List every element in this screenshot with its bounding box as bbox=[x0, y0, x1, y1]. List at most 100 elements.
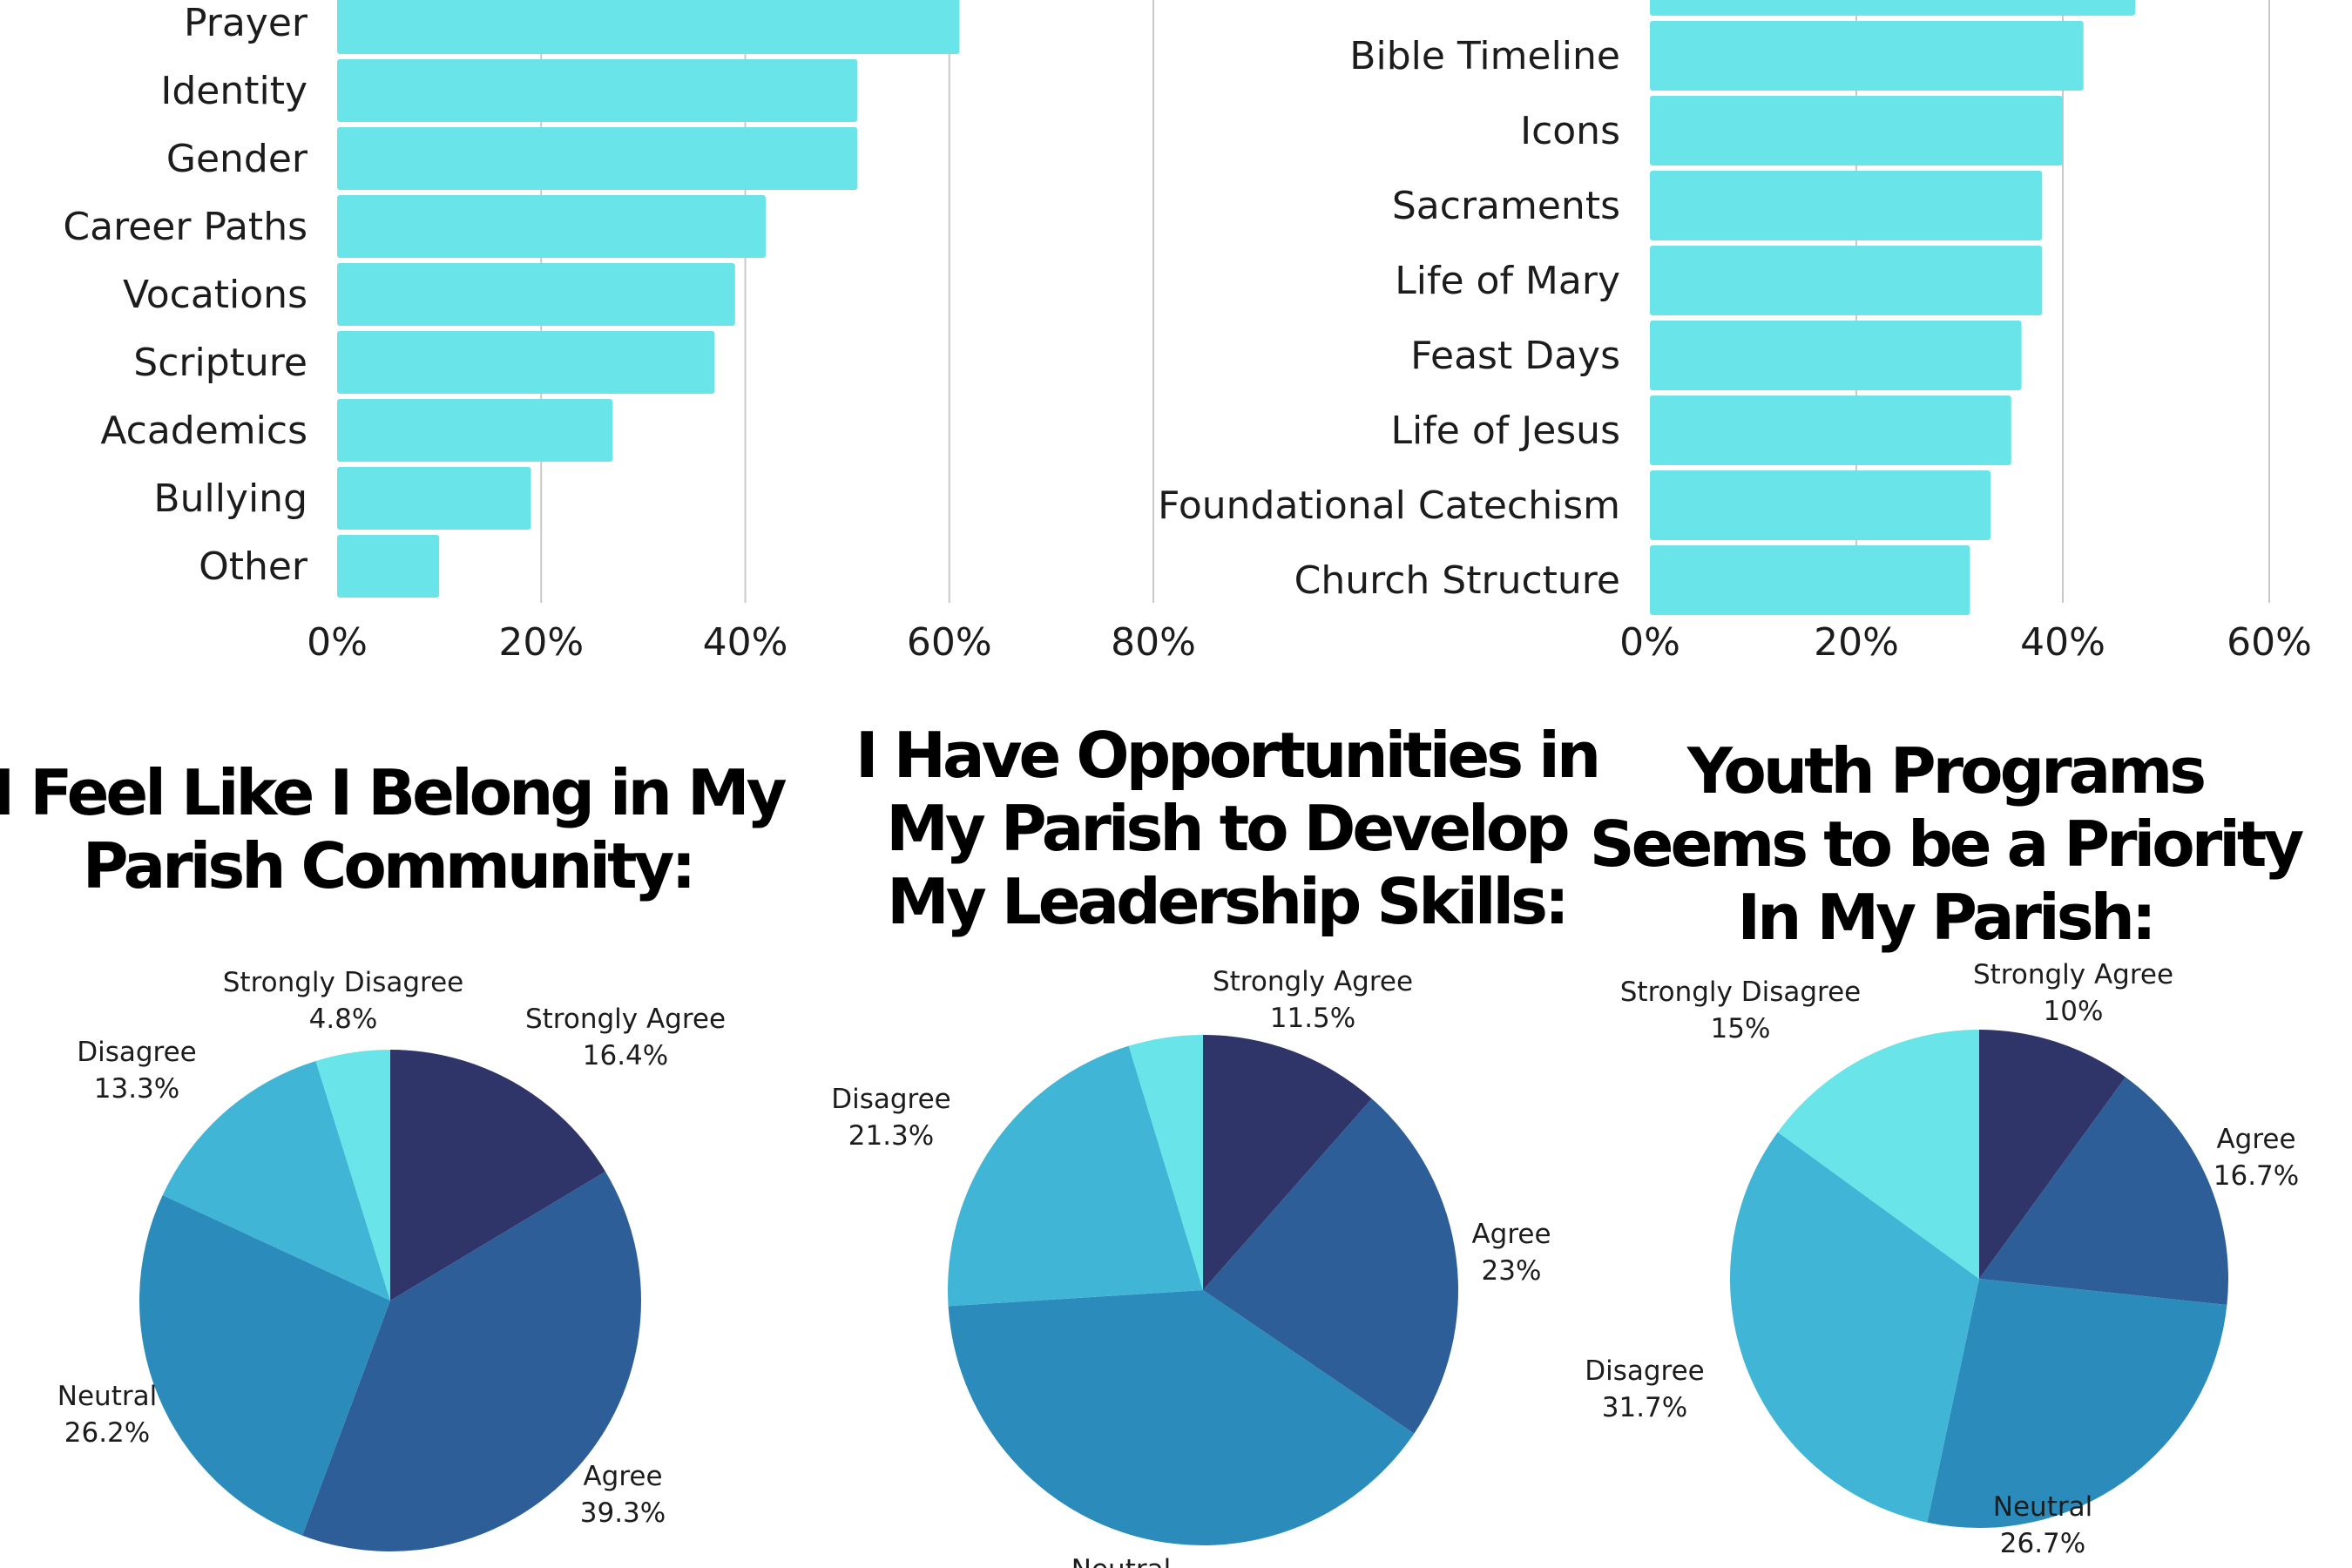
bar-academics bbox=[337, 399, 613, 462]
slice-value-agree: 23% bbox=[1482, 1255, 1542, 1287]
x-tick-label: 40% bbox=[2020, 620, 2105, 665]
pie-slice-agree bbox=[1203, 1098, 1458, 1434]
pie-slice-neutral bbox=[948, 1290, 1415, 1545]
slice-value-neutral: 26.2% bbox=[64, 1417, 150, 1449]
category-label-life-of-mary: Life of Mary bbox=[1395, 259, 1620, 303]
category-label-vocations: Vocations bbox=[123, 273, 308, 317]
bar-vocations bbox=[337, 263, 735, 326]
bar-identity bbox=[337, 59, 858, 122]
pie-slice-strongly-agree bbox=[1203, 1035, 1372, 1290]
slice-label-strongly-agree: Strongly Agree bbox=[525, 1004, 726, 1035]
pie-slice-strongly-disagree bbox=[1128, 1035, 1203, 1290]
pie-title-line: I Have Opportunities in bbox=[855, 719, 1598, 792]
category-label-life-of-jesus: Life of Jesus bbox=[1391, 409, 1620, 453]
slice-label-agree: Agree bbox=[1471, 1219, 1551, 1250]
category-label-bible-timeline: Bible Timeline bbox=[1349, 34, 1620, 78]
slice-value-strongly-disagree: 15% bbox=[1711, 1013, 1771, 1044]
slice-label-disagree: Disagree bbox=[1585, 1355, 1705, 1387]
bar-scripture bbox=[337, 331, 715, 394]
slice-label-neutral: Neutral bbox=[57, 1381, 157, 1412]
pie-slice-disagree bbox=[948, 1045, 1203, 1307]
pie-slice-neutral bbox=[1927, 1279, 2227, 1529]
bar-career-paths bbox=[337, 195, 766, 258]
slice-label-strongly-disagree: Strongly Disagree bbox=[1620, 977, 1862, 1008]
slice-value-strongly-disagree: 4.8% bbox=[309, 1004, 378, 1035]
slice-label-strongly-disagree: Strongly Disagree bbox=[223, 967, 464, 998]
slice-label-agree: Agree bbox=[583, 1461, 662, 1492]
category-label-identity: Identity bbox=[160, 69, 308, 113]
pie-slice-agree bbox=[302, 1171, 642, 1552]
category-label-foundational-catechism: Foundational Catechism bbox=[1158, 483, 1620, 528]
pie-slice-strongly-disagree bbox=[315, 1050, 390, 1301]
slice-label-neutral: Neutral bbox=[1071, 1554, 1171, 1568]
pie-slice-strongly-disagree bbox=[1777, 1030, 1979, 1279]
right-bar-chart: 0% 20% 40% 60% Bible Timeline Icons Sacraments… bbox=[1158, 0, 2312, 665]
slice-value-disagree: 31.7% bbox=[1602, 1392, 1687, 1423]
slice-label-strongly-agree: Strongly Agree bbox=[1213, 966, 1413, 997]
slice-value-strongly-agree: 10% bbox=[2044, 996, 2104, 1027]
bar-other bbox=[337, 535, 440, 598]
bar-life-of-mary bbox=[1650, 246, 2043, 315]
category-label-academics: Academics bbox=[100, 409, 308, 453]
category-label-church-structure: Church Structure bbox=[1294, 558, 1620, 603]
x-tick-label: 60% bbox=[907, 620, 992, 665]
bar-bullying bbox=[337, 467, 531, 530]
slice-value-strongly-agree: 11.5% bbox=[1270, 1003, 1355, 1034]
left-bar-chart: 0% 20% 40% 60% 80% Prayer Identity Gender Career… bbox=[63, 0, 1196, 665]
x-tick-label: 60% bbox=[2227, 620, 2312, 665]
slice-value-agree: 39.3% bbox=[580, 1497, 666, 1529]
bar-life-of-jesus bbox=[1650, 395, 2011, 465]
slice-label-strongly-agree: Strongly Agree bbox=[1973, 959, 2173, 990]
slice-label-agree: Agree bbox=[2216, 1124, 2295, 1155]
category-label-icons: Icons bbox=[1520, 109, 1620, 153]
slice-value-disagree: 21.3% bbox=[848, 1120, 934, 1152]
category-label-scripture: Scripture bbox=[133, 341, 308, 385]
bar-gender bbox=[337, 127, 858, 190]
pie-slice-agree bbox=[1979, 1077, 2228, 1306]
category-label-bullying: Bullying bbox=[153, 476, 308, 521]
bar-blank bbox=[1650, 0, 2135, 16]
x-tick-label: 20% bbox=[498, 620, 584, 665]
pie-slice-disagree bbox=[1730, 1132, 1979, 1523]
x-tick-label: 80% bbox=[1111, 620, 1196, 665]
pie-title-line: Parish Community: bbox=[83, 829, 693, 902]
x-tick-label: 20% bbox=[1814, 620, 1899, 665]
slice-label-disagree: Disagree bbox=[831, 1084, 951, 1115]
category-label-career-paths: Career Paths bbox=[63, 205, 308, 249]
pie-title-line: I Feel Like I Belong in My bbox=[0, 756, 787, 829]
pie-title-line: My Parish to Develop bbox=[886, 792, 1568, 865]
slice-value-neutral: 26.7% bbox=[2000, 1528, 2085, 1559]
pie-title-line: In My Parish: bbox=[1737, 881, 2153, 954]
slice-label-neutral: Neutral bbox=[1993, 1491, 2092, 1523]
bar-feast-days bbox=[1650, 321, 2022, 390]
slice-value-disagree: 13.3% bbox=[94, 1073, 179, 1105]
x-tick-label: 0% bbox=[307, 620, 368, 665]
pie-slice-strongly-agree bbox=[1979, 1030, 2126, 1279]
x-tick-label: 0% bbox=[1619, 620, 1680, 665]
bar-church-structure bbox=[1650, 545, 1970, 615]
slice-label-disagree: Disagree bbox=[77, 1037, 197, 1068]
bar-icons bbox=[1650, 96, 2063, 166]
category-label-feast-days: Feast Days bbox=[1410, 334, 1620, 378]
pie-slice-disagree bbox=[162, 1061, 390, 1301]
category-label-sacraments: Sacraments bbox=[1392, 184, 1620, 228]
bar-sacraments bbox=[1650, 171, 2043, 240]
category-label-other: Other bbox=[199, 544, 308, 589]
bar-foundational-catechism bbox=[1650, 470, 1991, 540]
x-tick-label: 40% bbox=[703, 620, 788, 665]
category-label-prayer: Prayer bbox=[184, 1, 308, 45]
bar-bible-timeline bbox=[1650, 21, 2084, 91]
pie-title-line: Youth Programs bbox=[1686, 734, 2204, 808]
slice-value-agree: 16.7% bbox=[2213, 1160, 2299, 1192]
pie-title-line: My Leadership Skills: bbox=[887, 865, 1566, 938]
pie-slice-strongly-agree bbox=[390, 1050, 605, 1301]
slice-value-strongly-agree: 16.4% bbox=[583, 1040, 668, 1071]
bar-prayer bbox=[337, 0, 960, 54]
pie-slice-neutral bbox=[139, 1195, 390, 1536]
category-label-gender: Gender bbox=[166, 137, 308, 181]
pie-title-line: Seems to be a Priority bbox=[1590, 808, 2304, 881]
